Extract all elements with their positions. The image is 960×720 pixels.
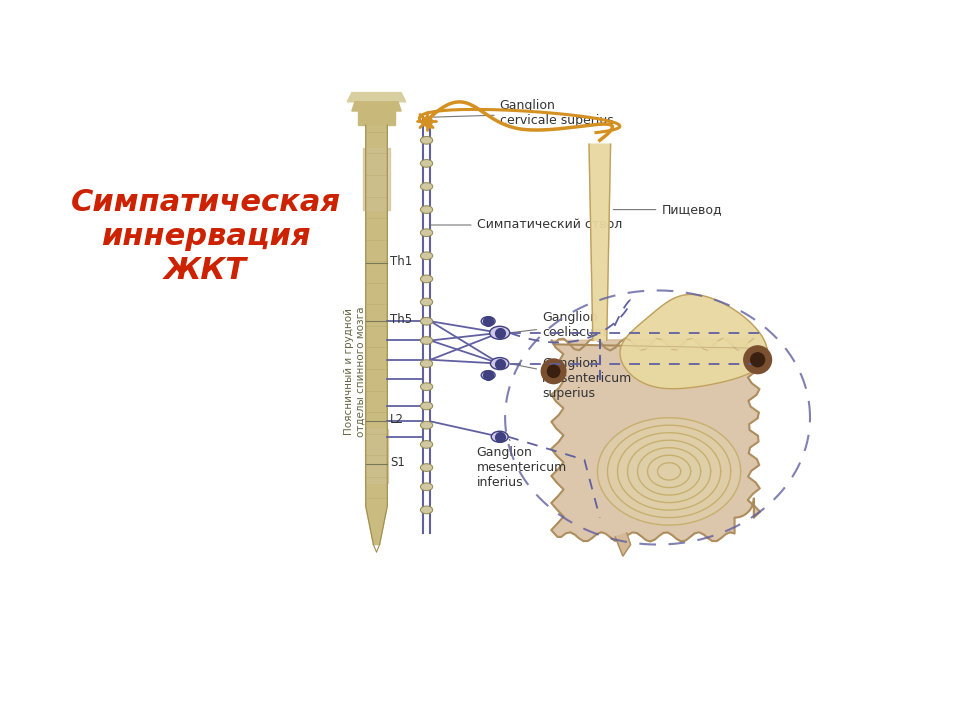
Polygon shape <box>628 440 710 503</box>
Ellipse shape <box>420 421 433 429</box>
Text: Ganglion
mesentericum
inferius: Ganglion mesentericum inferius <box>476 439 566 489</box>
Circle shape <box>751 353 764 366</box>
Ellipse shape <box>420 402 433 410</box>
Ellipse shape <box>420 183 433 190</box>
Polygon shape <box>597 418 741 525</box>
Circle shape <box>744 346 772 374</box>
Text: S1: S1 <box>391 456 405 469</box>
Ellipse shape <box>420 506 433 514</box>
Text: Ganglion
coeliacum: Ganglion coeliacum <box>513 311 606 339</box>
Text: Ganglion
cervicale superius: Ganglion cervicale superius <box>433 99 613 127</box>
Polygon shape <box>358 111 395 125</box>
Ellipse shape <box>420 360 433 367</box>
Text: Th1: Th1 <box>391 256 413 269</box>
Ellipse shape <box>420 337 433 344</box>
Ellipse shape <box>492 431 508 442</box>
Polygon shape <box>620 294 767 389</box>
Polygon shape <box>608 426 731 518</box>
Polygon shape <box>589 144 611 341</box>
Ellipse shape <box>490 326 510 339</box>
Ellipse shape <box>420 318 433 325</box>
Ellipse shape <box>420 298 433 306</box>
Text: Симпатическая
иннервация
ЖКТ: Симпатическая иннервация ЖКТ <box>70 189 341 284</box>
Polygon shape <box>615 533 631 556</box>
Polygon shape <box>364 148 390 210</box>
Text: Th5: Th5 <box>391 313 413 326</box>
Text: Пищевод: Пищевод <box>613 203 722 216</box>
Circle shape <box>547 365 560 377</box>
Text: L2: L2 <box>391 413 404 426</box>
Ellipse shape <box>420 206 433 213</box>
Polygon shape <box>637 448 701 495</box>
Circle shape <box>541 359 566 384</box>
Ellipse shape <box>420 160 433 167</box>
Ellipse shape <box>420 483 433 490</box>
Ellipse shape <box>481 371 495 379</box>
Text: Симпатический ствол: Симпатический ствол <box>429 218 622 232</box>
Polygon shape <box>551 338 760 541</box>
Polygon shape <box>658 463 681 480</box>
Ellipse shape <box>491 358 509 369</box>
Ellipse shape <box>420 137 433 144</box>
Polygon shape <box>648 455 690 487</box>
Ellipse shape <box>420 464 433 472</box>
Text: Поясничный и грудной
отделы спинного мозга: Поясничный и грудной отделы спинного моз… <box>344 306 366 436</box>
Polygon shape <box>617 433 721 510</box>
Polygon shape <box>352 102 401 111</box>
Polygon shape <box>365 429 388 483</box>
Polygon shape <box>366 125 387 544</box>
Ellipse shape <box>420 229 433 237</box>
Ellipse shape <box>420 441 433 449</box>
Ellipse shape <box>481 317 495 325</box>
Ellipse shape <box>420 275 433 283</box>
Polygon shape <box>348 93 406 102</box>
Text: Ganglion
mesentericum
superius: Ganglion mesentericum superius <box>513 358 633 400</box>
Ellipse shape <box>420 252 433 260</box>
Ellipse shape <box>420 383 433 390</box>
